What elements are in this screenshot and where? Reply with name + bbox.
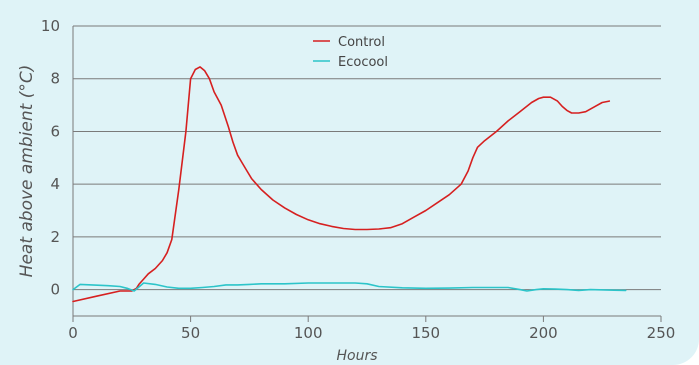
x-tick-label-250: 250 bbox=[647, 324, 676, 342]
y-tick-label-0: 0 bbox=[50, 281, 60, 299]
y-tick-label-2: 2 bbox=[50, 228, 60, 246]
x-axis-ticks: 0 50 100 150 200 250 bbox=[68, 316, 675, 342]
y-axis-label: Heat above ambient (°C) bbox=[17, 65, 37, 278]
y-tick-label-8: 8 bbox=[50, 70, 60, 88]
x-tick-label-50: 50 bbox=[181, 324, 200, 342]
y-tick-label-6: 6 bbox=[50, 122, 60, 140]
legend-label-control: Control bbox=[338, 35, 385, 50]
legend-label-ecocool: Ecocool bbox=[338, 55, 388, 70]
x-tick-label-0: 0 bbox=[68, 324, 78, 342]
x-tick-label-100: 100 bbox=[294, 324, 323, 342]
series-line-ecocool bbox=[72, 282, 627, 292]
y-tick-label-4: 4 bbox=[50, 175, 60, 193]
series-line-control bbox=[72, 66, 611, 303]
series-lines bbox=[72, 66, 627, 303]
legend: Control Ecocool bbox=[313, 35, 388, 70]
y-axis-ticks: 0 2 4 6 8 10 bbox=[41, 17, 60, 299]
x-tick-label-150: 150 bbox=[411, 324, 440, 342]
y-tick-label-10: 10 bbox=[41, 17, 60, 35]
x-tick-label-200: 200 bbox=[529, 324, 558, 342]
x-axis-label: Hours bbox=[336, 348, 377, 364]
